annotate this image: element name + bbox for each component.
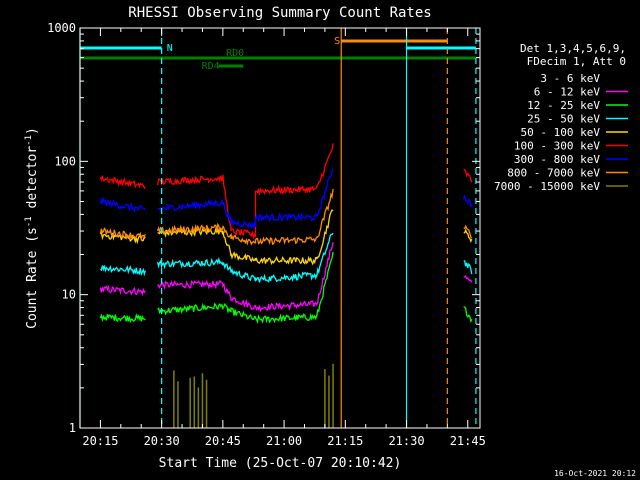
y-axis-label-part-3: )	[25, 127, 40, 135]
legend-entry-2: 6 - 12 keV	[534, 86, 601, 99]
chart-vlines	[79, 28, 477, 428]
y-axis-label-sup-2: -1	[24, 135, 34, 146]
chart-title: RHESSI Observing Summary Count Rates	[128, 5, 431, 21]
x-tick-label-1: 20:15	[82, 434, 118, 448]
chart-traces	[99, 143, 473, 428]
series-7-segment-1	[99, 196, 146, 214]
series-1-segment-1	[99, 342, 146, 354]
y-tick-label-2: 10	[62, 288, 76, 302]
y-axis-label: Count Rate (s-1 detector-1)	[24, 127, 40, 329]
legend-entry-9: 7000 - 15000 keV	[494, 180, 600, 193]
legend-entry-8: 800 - 7000 keV	[507, 167, 600, 180]
y-axis-label-part-2: detector	[25, 146, 40, 217]
x-tick-label-6: 21:30	[388, 434, 424, 448]
legend-entry-3: 12 - 25 keV	[527, 99, 600, 112]
legend-entry-5: 50 - 100 keV	[521, 126, 601, 139]
series-4-segment-1	[99, 264, 146, 277]
x-axis-label: Start Time (25-Oct-07 20:10:42)	[159, 456, 402, 471]
legend-header-2: FDecim 1, Att 0	[527, 55, 626, 68]
x-tick-label-4: 21:00	[266, 434, 302, 448]
legend-entry-6: 100 - 300 keV	[514, 140, 600, 153]
x-tick-label-5: 21:15	[327, 434, 363, 448]
series-1-segment-3	[463, 338, 473, 350]
legend-entry-4: 25 - 50 keV	[527, 113, 600, 126]
series-7-segment-2	[157, 168, 334, 230]
plot-frame	[79, 27, 481, 429]
series-3-segment-2	[157, 251, 334, 325]
x-tick-label-2: 20:30	[144, 434, 180, 448]
series-7-segment-3	[463, 195, 473, 209]
legend-entry-7: 300 - 800 keV	[514, 153, 600, 166]
series-8-segment-1	[99, 227, 146, 242]
series-5-segment-3	[463, 228, 473, 244]
state-bar-label-1: N	[167, 43, 173, 54]
series-1-segment-2	[156, 284, 334, 349]
series-6-segment-1	[99, 175, 146, 190]
chart-bars: N S RD0 RD4	[80, 36, 476, 72]
chart-ticks: 1 10 100 1000 20:15 20:30 20:45 21:00 21:15 21:30…	[47, 21, 486, 448]
series-3-segment-1	[99, 312, 146, 324]
timestamp: 16-Oct-2021 20:12	[554, 469, 636, 478]
x-tick-label-7: 21:45	[450, 434, 486, 448]
series-2-segment-1	[99, 284, 146, 297]
state-bar-label-5: RD4	[202, 61, 220, 72]
y-axis-label-sup-1: -1	[24, 216, 34, 227]
series-5-segment-2	[157, 209, 334, 266]
series-8-segment-3	[463, 224, 473, 239]
y-tick-label-1: 1	[69, 421, 76, 435]
y-axis-label-part-1: Count Rate (s	[25, 227, 40, 329]
state-bar-label-4: RD0	[226, 48, 244, 59]
series-3-segment-3	[463, 305, 473, 324]
series-4-segment-2	[156, 232, 334, 283]
series-8-segment-2	[156, 188, 334, 246]
y-tick-label-4: 1000	[47, 21, 76, 35]
x-tick-label-3: 20:45	[205, 434, 241, 448]
series-6-segment-3	[463, 168, 473, 183]
series-2-segment-3	[463, 274, 473, 283]
state-bar-label-3: S	[334, 36, 340, 47]
series-6-segment-2	[156, 143, 334, 240]
series-2-segment-2	[157, 241, 334, 313]
series-4-segment-3	[463, 260, 473, 275]
legend-header-1: Det 1,3,4,5,6,9,	[520, 42, 626, 55]
chart-legend: Det 1,3,4,5,6,9,FDecim 1, Att 0 3 - 6 keV…	[494, 42, 628, 193]
y-tick-label-3: 100	[54, 154, 76, 168]
legend-entry-1: 3 - 6 keV	[540, 72, 600, 85]
